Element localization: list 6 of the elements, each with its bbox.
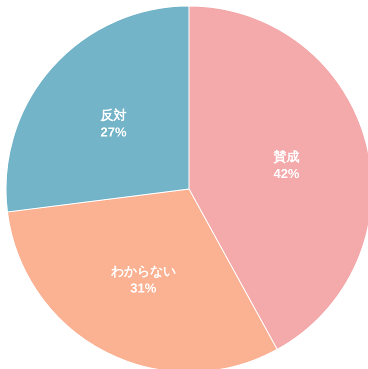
data-label: 27% bbox=[100, 124, 127, 140]
data-label: 42% bbox=[273, 166, 300, 181]
slice-label: 反対 bbox=[100, 107, 126, 122]
data-label: 31% bbox=[130, 280, 157, 296]
slice-label: わからない bbox=[110, 264, 176, 279]
slice-label: 賛成 bbox=[272, 148, 300, 164]
